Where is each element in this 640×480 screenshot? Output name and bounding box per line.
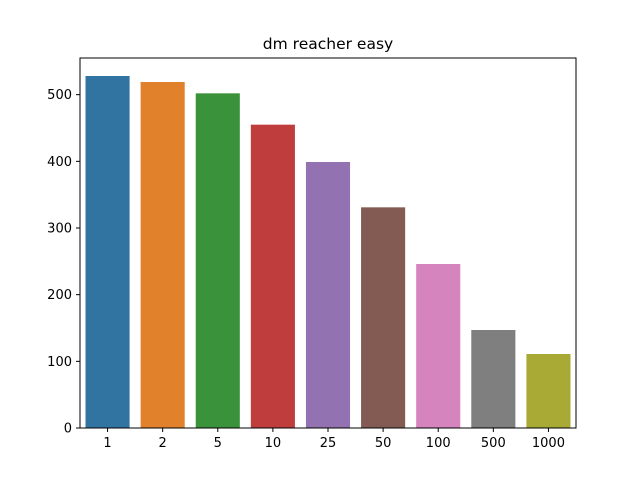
y-tick-label: 300 (47, 222, 72, 237)
bars-group (85, 76, 571, 429)
x-tick-label: 1 (103, 436, 111, 451)
plot-frame (79, 57, 577, 429)
y-tick-label: 200 (47, 288, 72, 303)
x-tick-label: 5 (214, 436, 222, 451)
bar-5 (195, 93, 240, 428)
bar-50 (361, 207, 406, 428)
x-tick-label: 50 (375, 436, 392, 451)
x-tick-label: 1000 (532, 436, 565, 451)
x-axis: 1 2 5 10 25 50 100 500 1000 (103, 428, 565, 451)
bar-500 (471, 330, 516, 428)
x-tick-label: 2 (159, 436, 167, 451)
bar-1 (85, 76, 130, 428)
y-tick-label: 0 (64, 422, 72, 437)
x-tick-label: 25 (320, 436, 337, 451)
y-tick-label: 400 (47, 155, 72, 170)
bar-10 (250, 124, 295, 429)
y-tick-label: 100 (47, 355, 72, 370)
bar-100 (416, 264, 461, 428)
bar-2 (140, 82, 185, 428)
bar-25 (305, 162, 351, 428)
x-tick-label: 500 (481, 436, 506, 451)
chart-title: dm reacher easy (263, 35, 393, 53)
y-axis: 0 100 200 300 400 500 (47, 88, 80, 437)
bar-1000 (526, 354, 571, 428)
x-tick-label: 10 (265, 436, 282, 451)
y-tick-label: 500 (47, 88, 72, 103)
x-tick-label: 100 (426, 436, 451, 451)
